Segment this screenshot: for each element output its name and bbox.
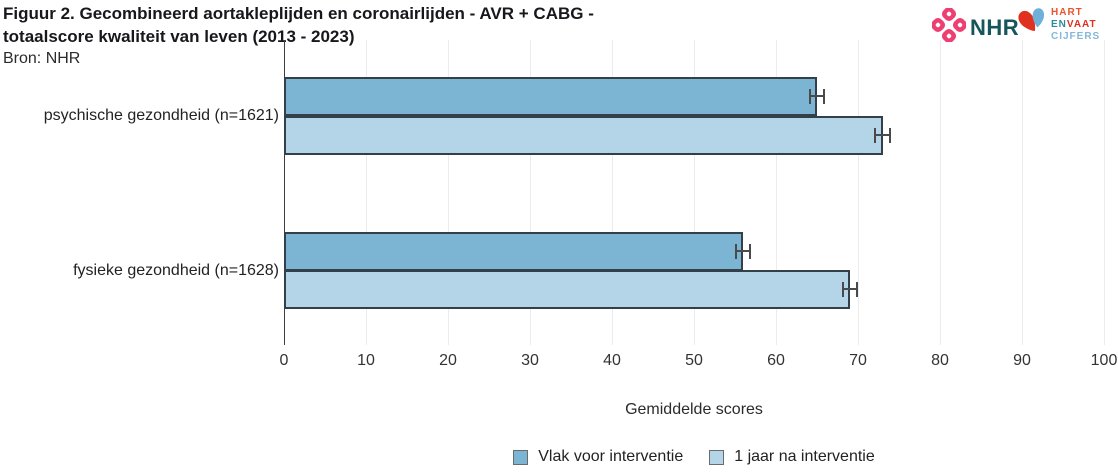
two-tone-heart-icon bbox=[1018, 4, 1048, 47]
bar-na-cat1[interactable] bbox=[284, 270, 850, 309]
x-tick-label: 10 bbox=[357, 352, 375, 369]
gridline bbox=[448, 40, 449, 345]
error-bar bbox=[841, 282, 858, 297]
gridline bbox=[1104, 40, 1105, 345]
error-bar-line bbox=[843, 288, 856, 290]
category-label: fysieke gezondheid (n=1628) bbox=[73, 261, 279, 279]
gridline bbox=[530, 40, 531, 345]
nhr-logo-text: NHR bbox=[970, 14, 1020, 40]
legend-label: Vlak voor interventie bbox=[538, 448, 684, 465]
x-tick-label: 90 bbox=[1013, 352, 1031, 369]
gridline bbox=[858, 40, 859, 345]
nhr-logo: NHR bbox=[930, 6, 1020, 47]
hev-line1: HART bbox=[1051, 7, 1083, 18]
legend-swatch-icon bbox=[513, 449, 529, 465]
x-tick-label: 30 bbox=[521, 352, 539, 369]
legend-swatch-icon bbox=[709, 449, 725, 465]
nhr-knot-icon bbox=[930, 6, 968, 47]
error-bar bbox=[808, 89, 826, 104]
error-bar bbox=[735, 244, 752, 259]
bar-voor-cat1[interactable] bbox=[284, 232, 744, 271]
x-tick-label: 60 bbox=[767, 352, 785, 369]
figure-title-line2: totaalscore kwaliteit van leven (2013 - … bbox=[3, 27, 355, 46]
gridline bbox=[1022, 40, 1023, 345]
error-bar-line bbox=[737, 250, 750, 252]
legend-item[interactable]: 1 jaar na interventie bbox=[709, 448, 875, 466]
gridline bbox=[776, 40, 777, 345]
figure-title: Figuur 2. Gecombineerd aortakleplijden e… bbox=[3, 2, 594, 48]
hev-en: EN bbox=[1051, 19, 1067, 30]
legend-item[interactable]: Vlak voor interventie bbox=[513, 448, 683, 466]
hartenvaatcijfers-text: HART ENVAAT CIJFERS bbox=[1051, 4, 1100, 43]
error-bar-line bbox=[810, 95, 824, 97]
plot-area bbox=[284, 40, 1105, 345]
x-tick-label: 50 bbox=[685, 352, 703, 369]
figure-title-line1: Figuur 2. Gecombineerd aortakleplijden e… bbox=[3, 4, 594, 23]
x-tick-label: 70 bbox=[849, 352, 867, 369]
category-label: psychische gezondheid (n=1621) bbox=[43, 107, 279, 124]
error-bar-line bbox=[876, 134, 889, 136]
x-tick-label: 20 bbox=[439, 352, 457, 369]
x-tick-label: 100 bbox=[1090, 352, 1118, 369]
hev-vaat: VAAT bbox=[1066, 19, 1097, 30]
x-tick-label: 40 bbox=[603, 352, 621, 369]
gridline bbox=[366, 40, 367, 345]
y-axis-line bbox=[284, 40, 285, 345]
gridline bbox=[612, 40, 613, 345]
bar-na-cat0[interactable] bbox=[284, 116, 883, 155]
error-bar bbox=[874, 128, 891, 143]
x-axis-title: Gemiddelde scores bbox=[625, 401, 763, 418]
gridline bbox=[940, 40, 941, 345]
hartenvaatcijfers-logo: HART ENVAAT CIJFERS bbox=[1018, 4, 1100, 47]
source-label: Bron: NHR bbox=[3, 50, 81, 67]
hev-line3: CIJFERS bbox=[1051, 31, 1101, 42]
legend: Vlak voor interventie 1 jaar na intervent… bbox=[284, 448, 1104, 466]
legend-label: 1 jaar na interventie bbox=[734, 448, 875, 465]
gridline bbox=[694, 40, 695, 345]
hev-line2: ENVAAT bbox=[1051, 19, 1100, 31]
x-tick-label: 0 bbox=[279, 352, 289, 369]
bar-voor-cat0[interactable] bbox=[284, 77, 817, 116]
x-tick-label: 80 bbox=[931, 352, 949, 369]
